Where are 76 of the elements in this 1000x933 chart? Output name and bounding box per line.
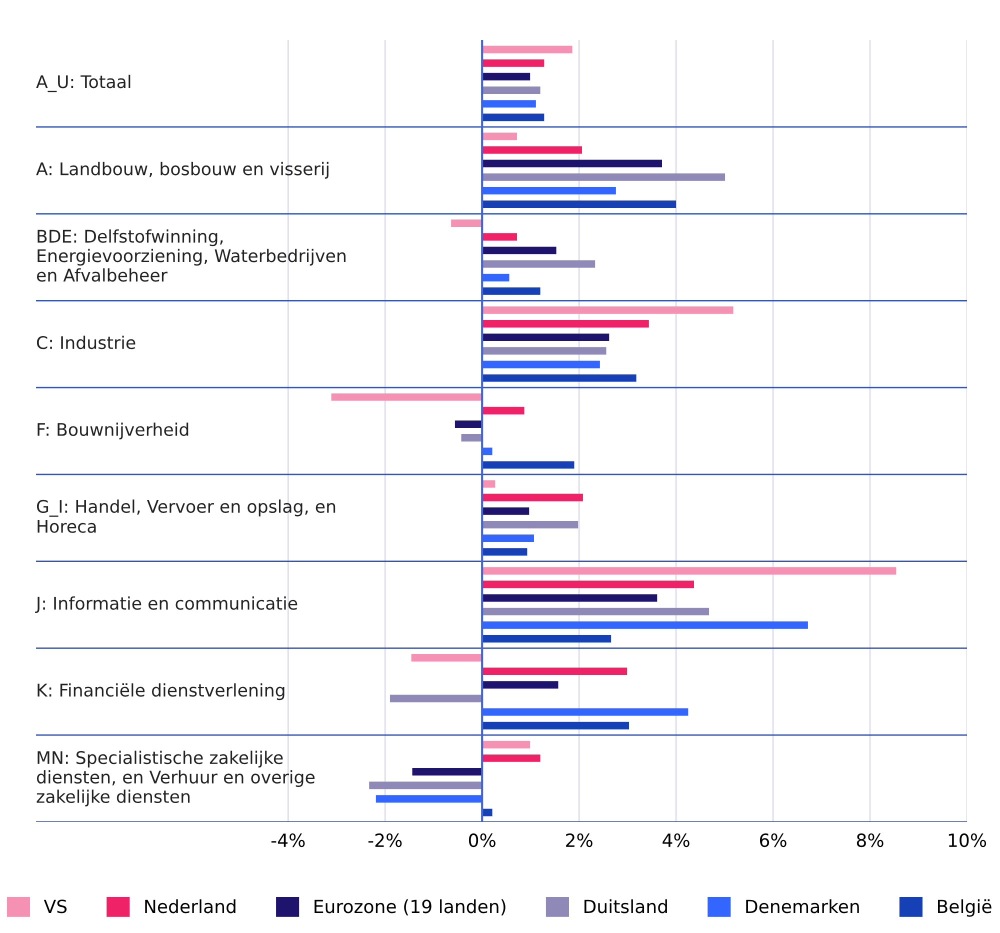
bar — [482, 146, 582, 154]
bar — [482, 173, 726, 181]
x-tick-label: 4% — [662, 833, 690, 848]
bar — [482, 754, 540, 762]
bar — [482, 347, 606, 355]
bar — [482, 634, 612, 642]
bar — [482, 100, 536, 108]
y-tick-label: A_U: Totaal — [36, 74, 130, 92]
bar — [482, 520, 578, 528]
bar — [482, 334, 610, 342]
bar — [482, 708, 688, 716]
y-tick-label: K: Financiële dienstverlening — [38, 683, 284, 700]
y-tick-label: A: Landbouw, bosbouw en visserij — [36, 162, 328, 179]
y-tick-label: F: Bouwnijverheid — [38, 422, 188, 440]
bar — [482, 46, 572, 54]
bar — [482, 200, 676, 208]
legend-label: VS — [44, 900, 67, 914]
bar — [482, 132, 518, 140]
bar — [482, 608, 710, 616]
legend-label: Denemarken — [746, 899, 859, 914]
bar — [482, 448, 492, 456]
bar — [390, 694, 482, 702]
bar — [482, 246, 556, 254]
bar — [482, 621, 808, 629]
bar — [482, 260, 596, 268]
y-tick-label: G_I: Handel, Vervoer en opslag, en Horeca — [36, 500, 336, 533]
bar — [482, 287, 540, 295]
bar — [482, 594, 658, 602]
bar — [482, 72, 530, 80]
bar — [461, 434, 482, 442]
bar — [482, 494, 583, 502]
x-tick-label: 8% — [856, 833, 884, 848]
x-tick-label: 10% — [948, 833, 986, 848]
x-tick-label: 0% — [468, 833, 496, 848]
bar — [482, 320, 649, 328]
bar — [331, 393, 482, 401]
bar — [482, 114, 544, 122]
bar — [482, 374, 636, 382]
bar — [411, 654, 482, 662]
bar — [482, 233, 518, 241]
legend-label: Nederland — [145, 899, 236, 914]
legend-label: Eurozone (19 landen) — [314, 899, 506, 916]
x-tick-label: 6% — [760, 833, 786, 848]
bar — [482, 480, 496, 488]
x-tick-label: -4% — [271, 833, 305, 848]
bar — [482, 681, 558, 689]
bar — [482, 406, 524, 414]
bar — [482, 668, 628, 676]
bar — [482, 59, 544, 67]
bar — [451, 220, 482, 228]
x-tick-label: -2% — [368, 833, 402, 848]
legend-label: Duitsland — [584, 899, 667, 914]
y-tick-label: J: Informatie en communicatie — [35, 596, 298, 614]
bar — [482, 740, 530, 748]
y-tick-label: BDE: Delfstofwinning, Energievoorziening, Waterbedrijven en Afvalbeheer — [36, 229, 346, 282]
bar — [376, 795, 482, 803]
bar — [482, 548, 528, 556]
y-tick-label: C: Industrie — [36, 336, 136, 350]
bar — [482, 567, 896, 575]
bar — [482, 160, 662, 168]
x-tick-label: 2% — [566, 833, 592, 848]
bar — [482, 534, 534, 542]
legend-label: België — [938, 899, 992, 917]
bar — [482, 186, 616, 194]
bar — [369, 782, 482, 790]
bar — [482, 360, 600, 368]
bar — [482, 722, 630, 730]
bar — [482, 580, 694, 588]
bar — [482, 274, 510, 282]
bar — [482, 507, 530, 515]
bar — [454, 420, 482, 428]
bar — [482, 86, 540, 94]
bar — [482, 461, 574, 469]
bar — [412, 768, 482, 776]
y-tick-label: MN: Specialistische zakelijke diensten, en Verhuur en overige zakelijke diensten — [36, 750, 315, 806]
bar — [482, 306, 734, 314]
